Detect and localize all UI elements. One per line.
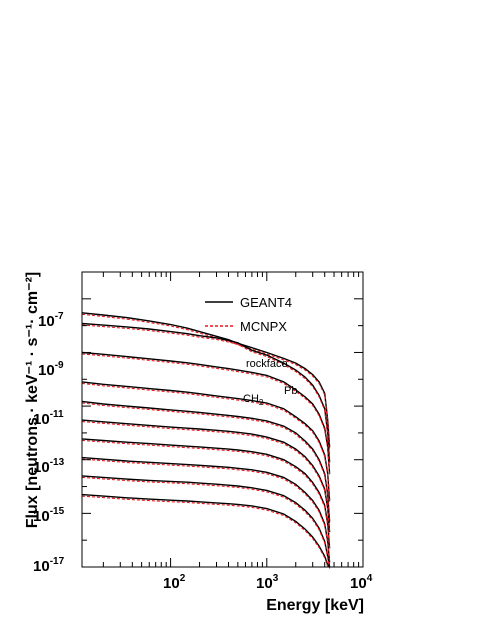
annotation-pb: Pb bbox=[284, 385, 297, 397]
annotation-ch2: CH2 bbox=[243, 393, 264, 407]
plot-frame bbox=[81, 271, 364, 568]
geant4-curve-7 bbox=[81, 438, 331, 549]
geant4-curve-1 bbox=[81, 312, 331, 447]
x-tick-label-100: 102 bbox=[163, 573, 186, 592]
y-tick-label-1e-15: 10-15 bbox=[33, 506, 65, 525]
y-tick-label-1e-7: 10-7 bbox=[38, 311, 64, 330]
mcnpx-curve-5 bbox=[81, 402, 331, 523]
mcnpx-curve-7 bbox=[81, 439, 331, 550]
legend-label-geant4: GEANT4 bbox=[240, 295, 292, 310]
mcnpx-curve-8 bbox=[81, 458, 331, 564]
plot-curves bbox=[81, 312, 331, 569]
y-tick-label-1e-11: 10-11 bbox=[33, 409, 64, 428]
geant4-curve-2 bbox=[81, 322, 331, 463]
mcnpx-curve-3 bbox=[81, 353, 331, 476]
axis-ticks bbox=[82, 271, 364, 568]
mcnpx-curve-9 bbox=[81, 476, 331, 569]
y-tick-label-1e-13: 10-13 bbox=[33, 457, 65, 476]
y-tick-label-1e-9: 10-9 bbox=[38, 360, 64, 379]
mcnpx-curve-4 bbox=[81, 382, 331, 503]
mcnpx-curve-1 bbox=[81, 313, 331, 449]
y-axis-title: Flux [neutrons · keV⁻¹ · s⁻¹· cm⁻²] bbox=[24, 272, 41, 528]
y-tick-label-1e-17: 10-17 bbox=[33, 556, 65, 575]
geant4-curve-3 bbox=[81, 351, 331, 474]
x-axis-title: Energy [keV] bbox=[266, 597, 364, 614]
geant4-curve-8 bbox=[81, 456, 331, 563]
geant4-curve-5 bbox=[81, 400, 331, 522]
legend: GEANT4 MCNPX bbox=[205, 295, 292, 334]
legend-label-mcnpx: MCNPX bbox=[240, 319, 287, 334]
x-tick-label-1000: 103 bbox=[256, 573, 279, 592]
mcnpx-curve-2 bbox=[81, 324, 331, 464]
mcnpx-curve-6 bbox=[81, 421, 331, 534]
mcnpx-curve-10 bbox=[81, 495, 331, 569]
geant4-curve-4 bbox=[81, 381, 331, 501]
geant4-curve-10 bbox=[81, 493, 331, 568]
x-tick-label-10000: 104 bbox=[350, 573, 373, 592]
geant4-curve-6 bbox=[81, 419, 331, 533]
geant4-curve-9 bbox=[81, 475, 331, 568]
annotation-rockface: rockface bbox=[246, 358, 288, 370]
